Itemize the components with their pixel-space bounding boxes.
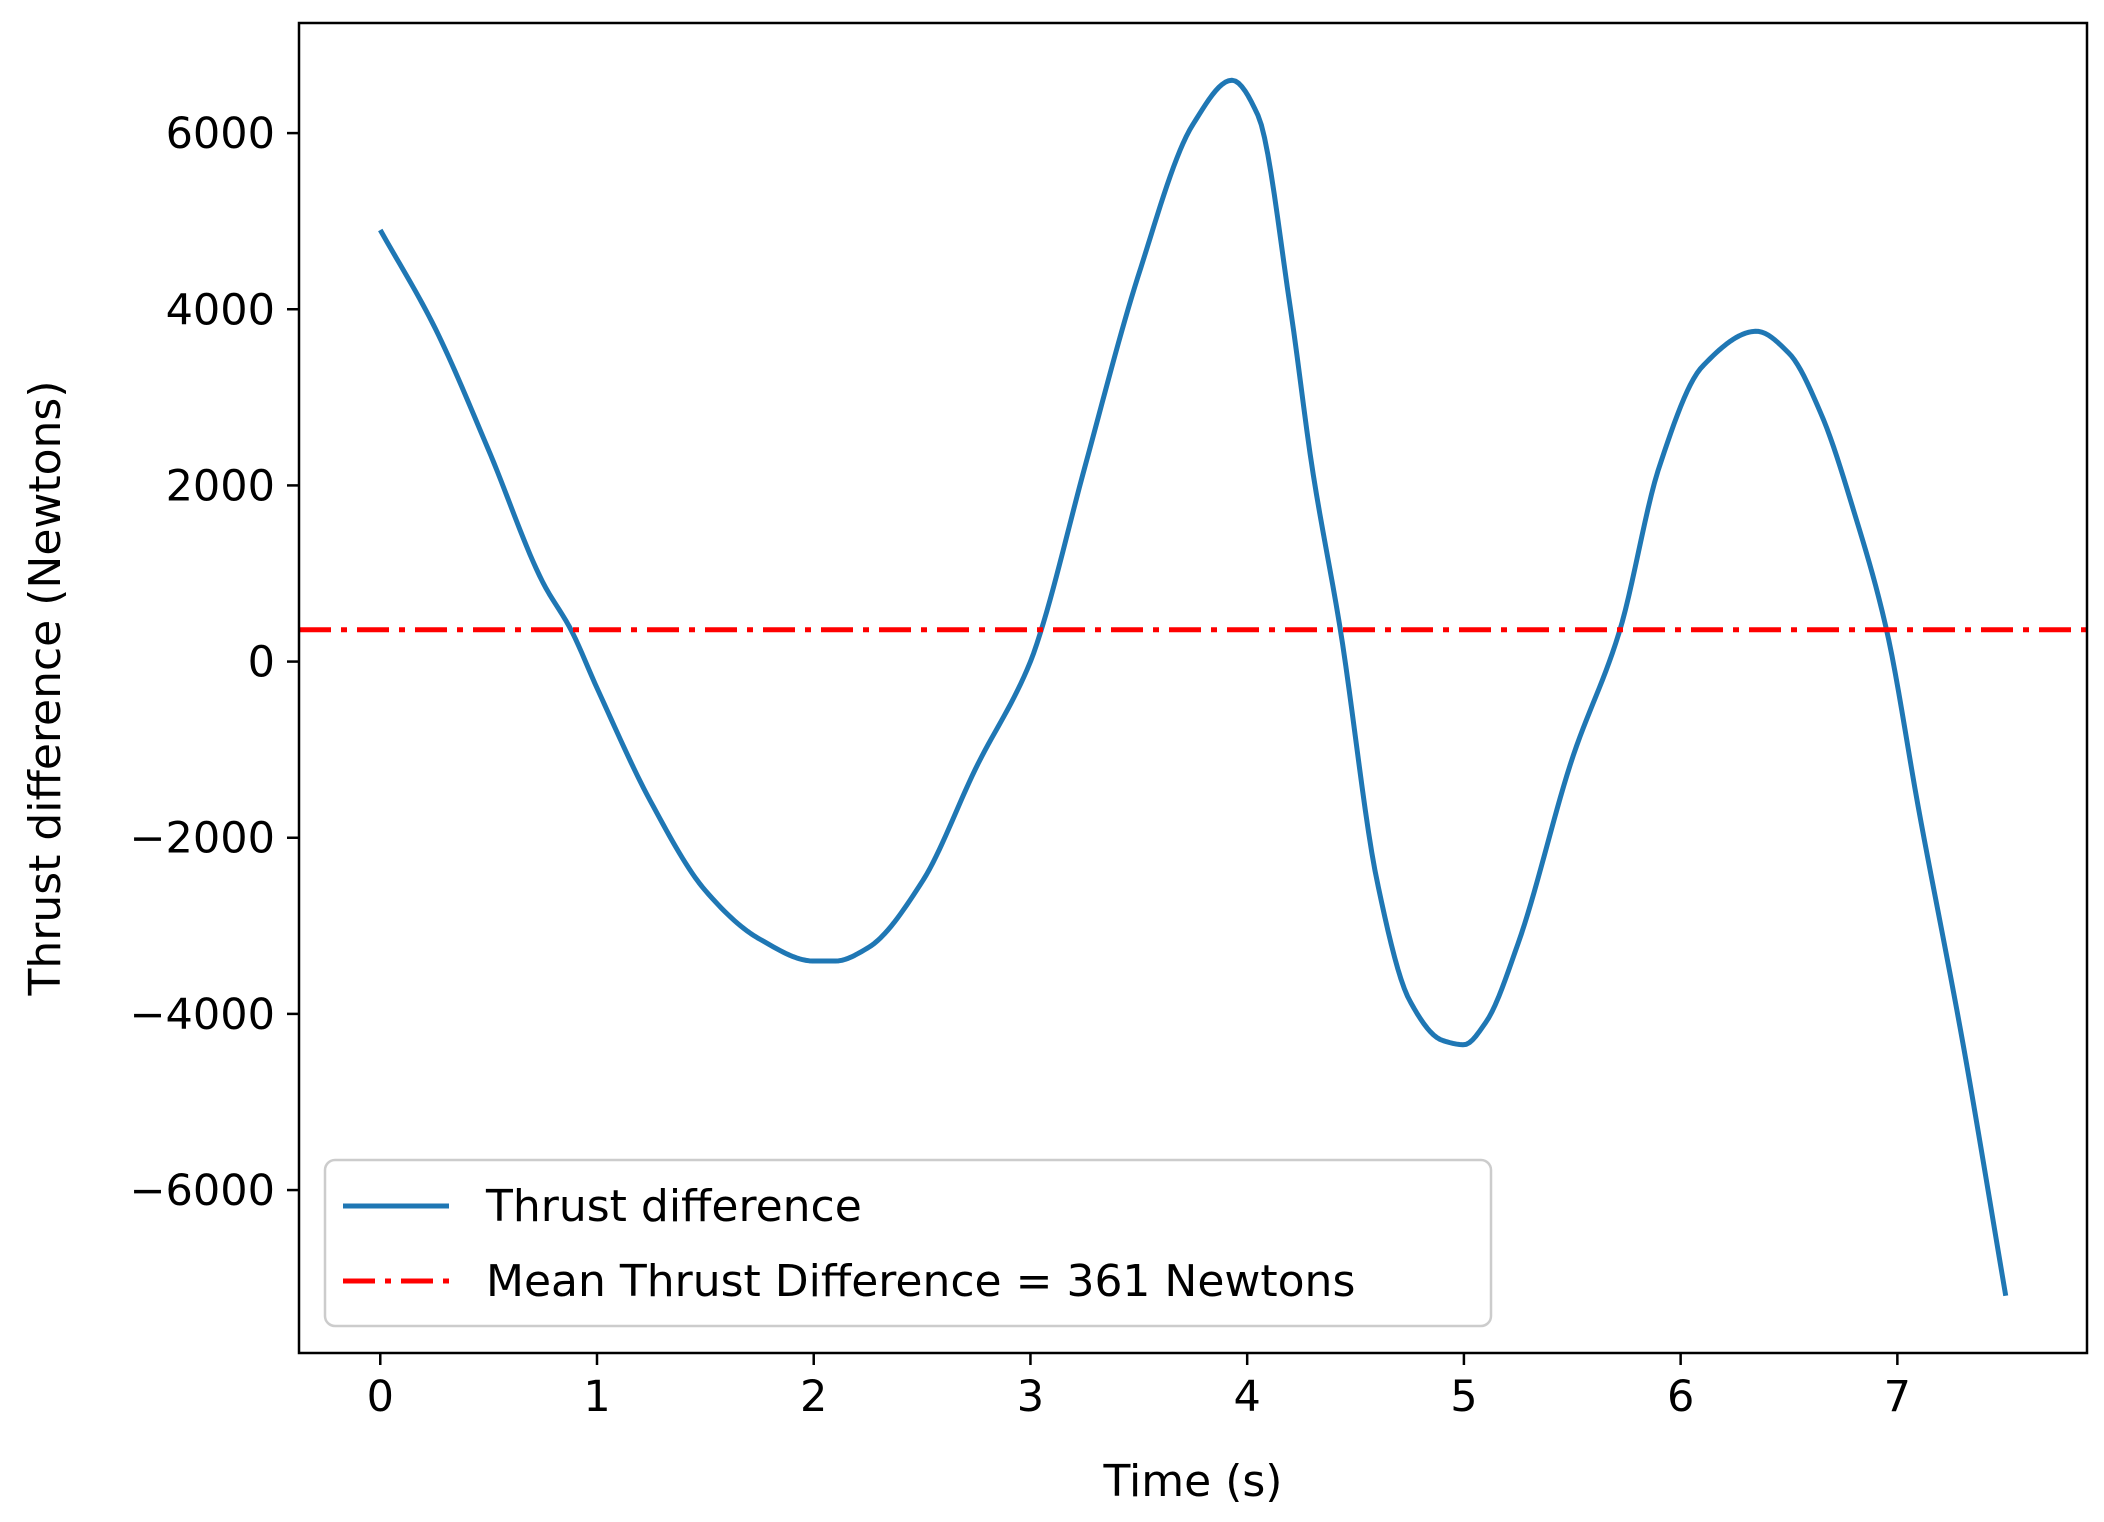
y-tick-label: 0 bbox=[248, 638, 275, 688]
y-tick-label: 6000 bbox=[166, 109, 275, 159]
y-tick-label: 4000 bbox=[166, 285, 275, 335]
x-tick-label: 1 bbox=[583, 1372, 610, 1422]
plot-area bbox=[297, 21, 2089, 1355]
y-tick-label: 2000 bbox=[166, 461, 275, 511]
axes-frame bbox=[297, 21, 2089, 1355]
y-tick-label: −6000 bbox=[130, 1166, 275, 1216]
x-axis-label: Time (s) bbox=[1103, 1456, 1283, 1507]
legend: Thrust difference Mean Thrust Difference… bbox=[323, 1158, 1493, 1328]
legend-box bbox=[323, 1158, 1493, 1328]
y-axis-label: Thrust difference (Newtons) bbox=[20, 380, 71, 996]
x-tick-label: 0 bbox=[367, 1372, 394, 1422]
series-line-thrust-difference bbox=[378, 77, 2009, 1297]
y-tick-label: −2000 bbox=[130, 814, 275, 864]
y-axis-ticks: −6000 −4000 −2000 0 2000 4000 6000 bbox=[130, 109, 299, 1216]
y-tick-label: −4000 bbox=[130, 990, 275, 1040]
x-tick-label: 6 bbox=[1667, 1372, 1694, 1422]
x-tick-label: 7 bbox=[1884, 1372, 1911, 1422]
legend-label-thrust-difference: Thrust difference bbox=[485, 1181, 862, 1232]
x-tick-label: 4 bbox=[1234, 1372, 1261, 1422]
x-tick-label: 2 bbox=[800, 1372, 827, 1422]
data-lines bbox=[299, 77, 2087, 1297]
x-tick-label: 3 bbox=[1017, 1372, 1044, 1422]
x-axis-ticks: 0 1 2 3 4 5 6 7 bbox=[367, 1353, 1911, 1422]
legend-label-mean-thrust-difference: Mean Thrust Difference = 361 Newtons bbox=[486, 1256, 1355, 1307]
x-tick-label: 5 bbox=[1450, 1372, 1477, 1422]
